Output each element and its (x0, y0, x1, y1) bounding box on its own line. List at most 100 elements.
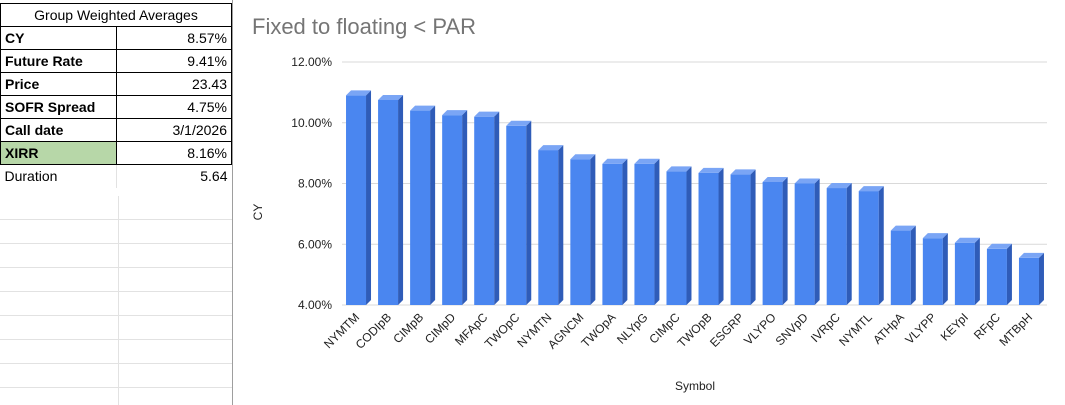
bar-front (890, 230, 911, 305)
x-tick-label: CIMpD (422, 310, 459, 347)
row-label[interactable]: SOFR Spread (0, 95, 117, 119)
bar-side (686, 166, 692, 305)
x-tick-label: KEYpI (938, 310, 971, 343)
row-label[interactable]: Future Rate (0, 49, 117, 73)
bar[interactable] (666, 166, 692, 305)
bar-side (782, 176, 788, 305)
x-tick-label: ATHpA (870, 310, 907, 347)
bar-side (846, 183, 852, 305)
bar-side (1006, 243, 1012, 305)
bar[interactable] (346, 90, 372, 305)
bar-top (538, 145, 564, 151)
row-label[interactable]: XIRR (0, 141, 117, 165)
bar[interactable] (602, 158, 628, 305)
row-value[interactable]: 23.43 (115, 72, 232, 96)
bar[interactable] (634, 158, 660, 305)
bar[interactable] (698, 167, 724, 305)
table-row: Duration 5.64 (0, 164, 232, 188)
table-row: Price 23.43 (0, 72, 232, 96)
table-row: Call date 3/1/2026 (0, 118, 232, 142)
bar-side (622, 158, 628, 305)
x-tick-label: TWOpC (482, 310, 523, 351)
row-value[interactable]: 9.41% (115, 49, 232, 73)
bar-top (858, 186, 884, 192)
x-axis-ticks: NYMTMCODIpBCIMpBCIMpDMFApCTWOpCNYMTNAGNC… (321, 310, 1035, 352)
bar-front (410, 110, 431, 305)
bar-top (890, 225, 916, 231)
table-row: XIRR 8.16% (0, 141, 232, 165)
row-value[interactable]: 8.57% (115, 26, 232, 50)
bar-front (858, 191, 879, 305)
bar[interactable] (890, 225, 916, 305)
bar[interactable] (570, 154, 596, 305)
bar-top (794, 178, 820, 184)
table-row: Future Rate 9.41% (0, 49, 232, 73)
bar-top (762, 176, 788, 182)
row-value[interactable]: 8.16% (115, 141, 232, 165)
bar-chart: 4.00% 6.00% 8.00% 10.00% 12.00% NYMTMCODIpBC… (251, 55, 1047, 393)
bar-top (602, 158, 628, 164)
bar-front (826, 188, 847, 305)
bar-side (462, 110, 468, 305)
bar-front (666, 171, 687, 305)
bar-front (378, 99, 399, 305)
x-tick-label: AGNCM (545, 310, 586, 351)
bar-front (794, 183, 815, 305)
bar[interactable] (826, 183, 852, 305)
y-axis-ticks: 4.00% 6.00% 8.00% 10.00% 12.00% (291, 55, 332, 312)
row-value[interactable]: 4.75% (115, 95, 232, 119)
y-tick-label: 4.00% (298, 298, 332, 312)
bar-top (922, 233, 948, 239)
bar[interactable] (474, 111, 500, 305)
bar-top (1018, 252, 1044, 258)
bar-front (506, 125, 527, 305)
bar[interactable] (538, 145, 564, 305)
x-tick-label: TWOpA (578, 310, 618, 350)
row-label[interactable]: Duration (0, 164, 117, 188)
row-label[interactable]: CY (0, 26, 117, 50)
bar[interactable] (730, 169, 756, 305)
bar[interactable] (378, 94, 404, 305)
bar-front (986, 248, 1007, 305)
table-header[interactable]: Group Weighted Averages (0, 3, 232, 27)
bar-side (494, 111, 500, 305)
bar[interactable] (410, 105, 436, 305)
bar[interactable] (954, 237, 980, 305)
bar[interactable] (986, 243, 1012, 305)
weighted-averages-panel: Group Weighted Averages CY 8.57% Future Ra… (0, 0, 233, 405)
bar[interactable] (794, 178, 820, 306)
bar-front (538, 150, 559, 305)
bar-side (590, 154, 596, 305)
x-tick-label: CIMpB (390, 310, 426, 346)
bar-top (410, 105, 436, 111)
table-row: SOFR Spread 4.75% (0, 95, 232, 119)
row-value[interactable]: 5.64 (200, 168, 228, 185)
bar-front (730, 174, 751, 305)
bar-front (1018, 257, 1039, 305)
bar[interactable] (442, 110, 468, 305)
y-tick-label: 6.00% (298, 237, 332, 251)
bar[interactable] (506, 120, 532, 305)
bar-side (718, 167, 724, 305)
bar[interactable] (922, 233, 948, 305)
chart-title: Fixed to floating < PAR (252, 14, 476, 39)
row-value[interactable]: 3/1/2026 (115, 118, 232, 142)
bar[interactable] (1018, 252, 1044, 305)
bar-front (474, 116, 495, 305)
bar-side (814, 178, 820, 305)
bar[interactable] (762, 176, 788, 305)
table-row: CY 8.57% (0, 26, 232, 50)
row-label[interactable]: Price (0, 72, 117, 96)
bar[interactable] (858, 186, 884, 305)
bar-front (762, 181, 783, 305)
x-axis-label: Symbol (675, 379, 715, 393)
bar-front (698, 172, 719, 305)
bar-top (826, 183, 852, 189)
bar-side (878, 186, 884, 305)
bar-front (602, 163, 623, 305)
row-label[interactable]: Call date (0, 118, 117, 142)
x-tick-label: MTBpH (996, 310, 1035, 349)
bar-side (942, 233, 948, 305)
y-axis-label: CY (251, 204, 265, 221)
bar-front (442, 115, 463, 305)
